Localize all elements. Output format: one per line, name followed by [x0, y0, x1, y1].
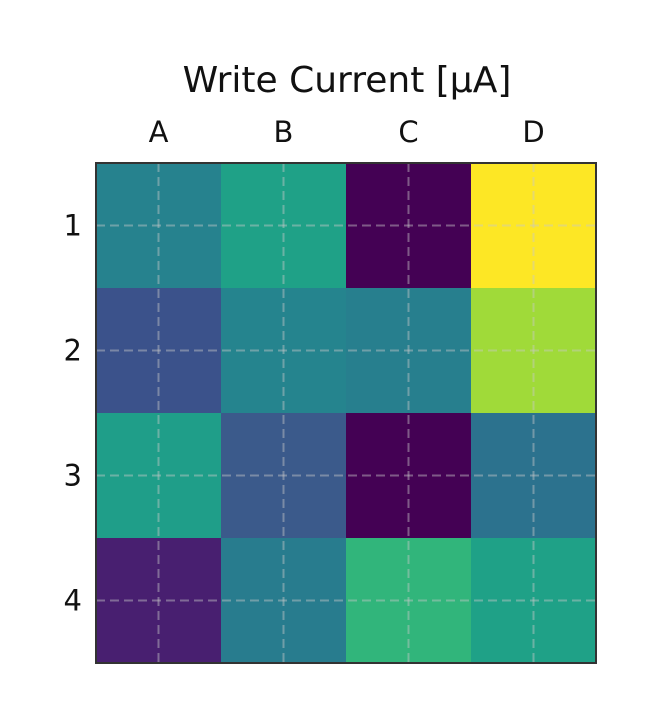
y-tick-label: 2	[64, 334, 82, 368]
y-tick-label: 1	[64, 209, 82, 243]
heatmap-cell-1B	[221, 163, 347, 289]
heatmap-cell-3C	[346, 413, 472, 539]
heatmap-cell-2C	[346, 288, 472, 414]
chart-title: Write Current [μA]	[183, 60, 512, 101]
heatmap-cell-2A	[96, 288, 222, 414]
heatmap-cell-3D	[471, 413, 597, 539]
plot-frame	[95, 162, 597, 664]
heatmap-cell-3A	[96, 413, 222, 539]
heatmap-cells	[96, 163, 597, 664]
heatmap-cell-2D	[471, 288, 597, 414]
heatmap-cell-4D	[471, 538, 597, 664]
x-tick-label: C	[398, 115, 418, 149]
x-tick-label: A	[149, 115, 169, 149]
heatmap-cell-1D	[471, 163, 597, 289]
heatmap-cell-4A	[96, 538, 222, 664]
y-tick-label: 3	[64, 459, 82, 493]
heatmap-cell-2B	[221, 288, 347, 414]
heatmap-cell-4B	[221, 538, 347, 664]
heatmap-cell-3B	[221, 413, 347, 539]
heatmap-cell-4C	[346, 538, 472, 664]
heatmap-cell-1A	[96, 163, 222, 289]
heatmap-cell-1C	[346, 163, 472, 289]
x-tick-label: D	[522, 115, 544, 149]
y-tick-labels: 1 2 3 4	[64, 209, 82, 618]
y-tick-label: 4	[64, 584, 82, 618]
x-tick-labels: A B C D	[149, 115, 545, 149]
x-tick-label: B	[274, 115, 294, 149]
